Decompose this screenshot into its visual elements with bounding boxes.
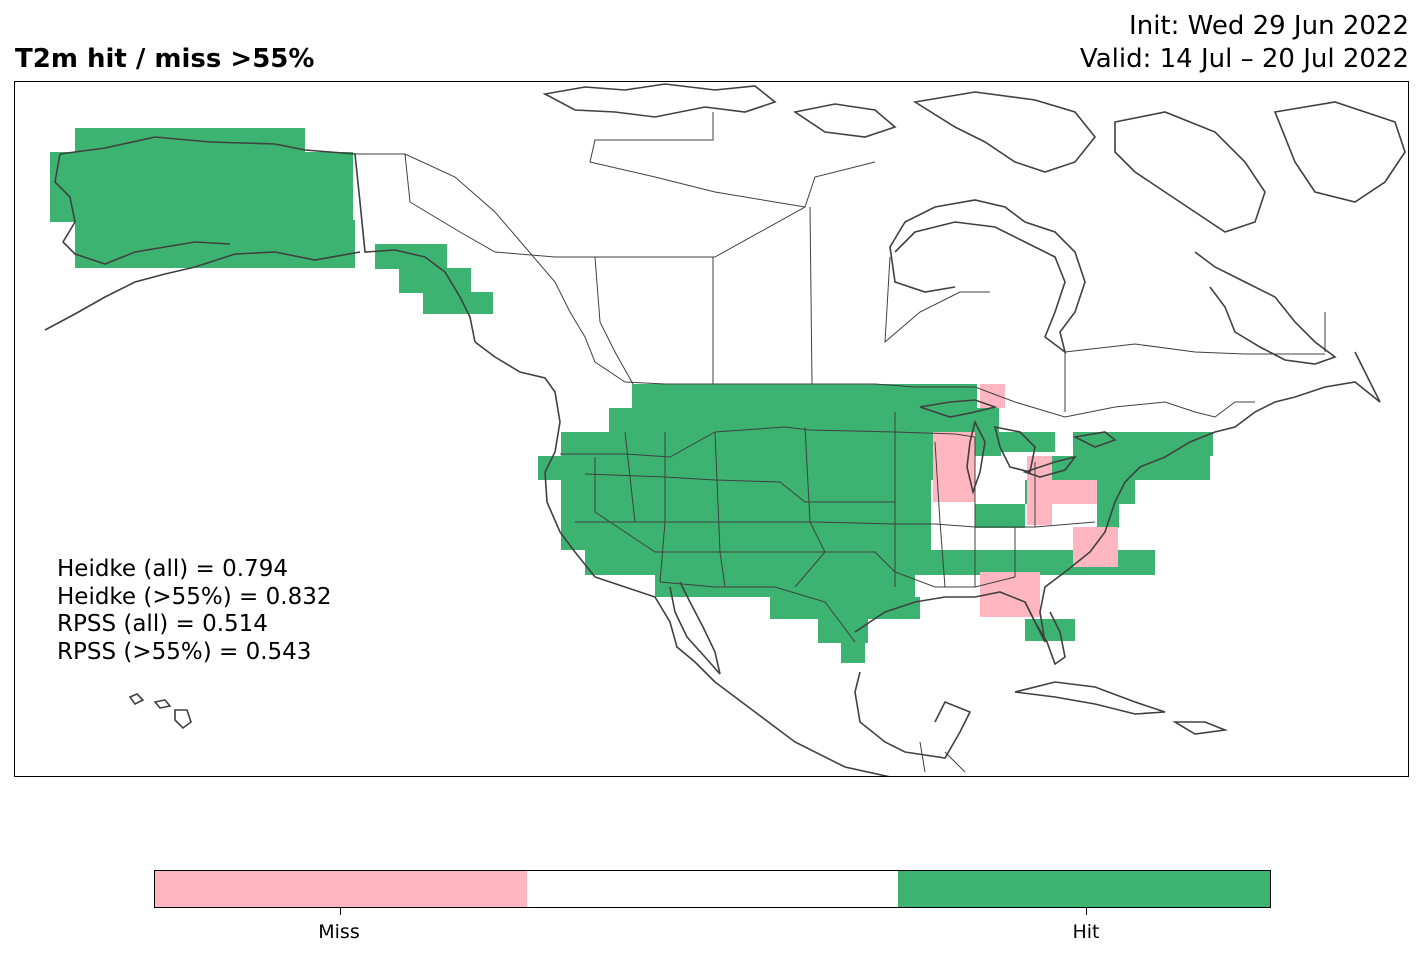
legend-hit-label: Hit [1072,921,1100,943]
hit-cell [561,432,1001,456]
rpss-all: RPSS (all) = 0.514 [57,611,268,637]
legend-hit-tick [1086,908,1087,915]
hit-cell [1073,432,1213,456]
date-info: Init: Wed 29 Jun 2022 Valid: 14 Jul – 20… [1080,10,1409,76]
coastlines [44,83,1406,776]
valid-dates: Valid: 14 Jul – 20 Jul 2022 [1079,44,1409,74]
rpss-55: RPSS (>55%) = 0.543 [57,638,312,665]
init-date: Init: Wed 29 Jun 2022 [1129,11,1409,41]
hit-cell [609,408,999,432]
hit-cell [841,643,865,663]
miss-cell [1027,480,1052,525]
legend-miss-swatch [155,871,527,907]
miss-cell [933,432,975,502]
hit-cell [975,432,1035,452]
borders [355,112,1326,773]
map-canvas [44,83,1406,776]
hit-cell [975,504,1025,528]
legend-neutral-swatch [526,871,899,907]
miss-cell [1052,480,1097,504]
legend-miss-label: Miss [318,921,360,943]
legend-colorbar [154,870,1271,908]
hit-cell [655,575,915,597]
hit-cell [423,292,493,314]
hit-cell [1097,504,1119,528]
map-title: T2m hit / miss >55% [15,44,315,74]
hit-cell [399,268,471,293]
hit-cell [1025,619,1075,641]
legend-hit-swatch [898,871,1271,907]
score-box: Heidke (all) = 0.794 Heidke (>55%) = 0.83… [57,556,331,666]
map-panel [14,81,1409,777]
hit-cell [818,619,868,643]
legend-miss-tick [340,908,341,915]
hit-cell [585,550,1155,575]
miss-cell [980,384,1005,408]
heidke-55: Heidke (>55%) = 0.832 [57,583,332,610]
hit-cell [1025,432,1055,452]
hit-cell [538,456,933,480]
hit-cell [50,152,353,222]
hit-cell [561,480,931,550]
heidke-all: Heidke (all) = 0.794 [57,556,288,582]
